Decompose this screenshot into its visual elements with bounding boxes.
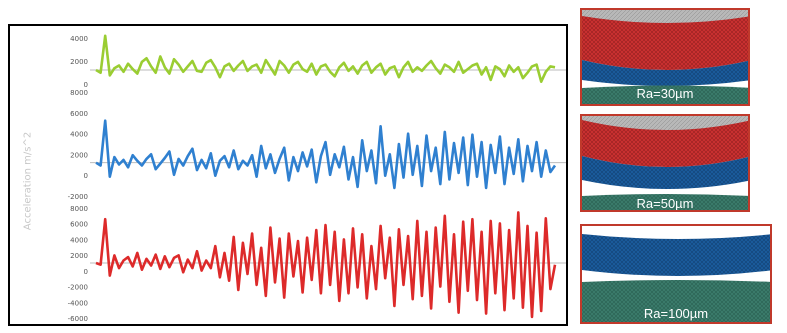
y-tick-label: 4000 (70, 131, 88, 139)
surface-contact-image-ra30 (582, 10, 748, 104)
y-tick-label: -6000 (68, 315, 88, 323)
y-tick-label: -2000 (68, 284, 88, 292)
y-tick-label: 4000 (70, 35, 88, 43)
surface-contact-image-ra50 (582, 116, 748, 210)
y-tick-label: -4000 (68, 299, 88, 307)
y-tick-label: 0 (84, 172, 88, 180)
surface-panel-ra50: Ra=50µm (580, 114, 750, 212)
y-tick-label: 8000 (70, 89, 88, 97)
y-tick-label: 2000 (70, 151, 88, 159)
y-tick-label: 8000 (70, 205, 88, 213)
panel-label-ra50: Ra=50µm (636, 196, 694, 211)
y-tick-label: -2000 (68, 193, 88, 201)
y-tick-label: 2000 (70, 58, 88, 66)
acceleration-chart-svg: 40002000080006000400020000-2000800060004… (68, 34, 566, 323)
y-axis-label: Acceleration m/s^2 (22, 131, 34, 231)
series-line-2 (95, 211, 557, 319)
y-tick-label: 6000 (70, 221, 88, 229)
surface-panel-ra30: Ra=30µm (580, 8, 750, 106)
panel-label-ra100: Ra=100µm (643, 306, 709, 321)
series-line-0 (95, 34, 556, 83)
acceleration-chart: 4000 2000 0 8000 6000 4000 2000 0 -2000 8000 6000 4… (8, 24, 568, 326)
surface-contact-image-ra100 (582, 226, 770, 322)
y-tick-label: 0 (84, 81, 88, 89)
y-tick-label: 0 (84, 268, 88, 276)
y-tick-label: 4000 (70, 236, 88, 244)
surface-panel-ra100: Ra=100µm (580, 224, 772, 324)
y-tick-label: 6000 (70, 110, 88, 118)
series-line-1 (95, 119, 557, 190)
y-tick-label: 2000 (70, 252, 88, 260)
panel-label-ra30: Ra=30µm (636, 86, 694, 101)
